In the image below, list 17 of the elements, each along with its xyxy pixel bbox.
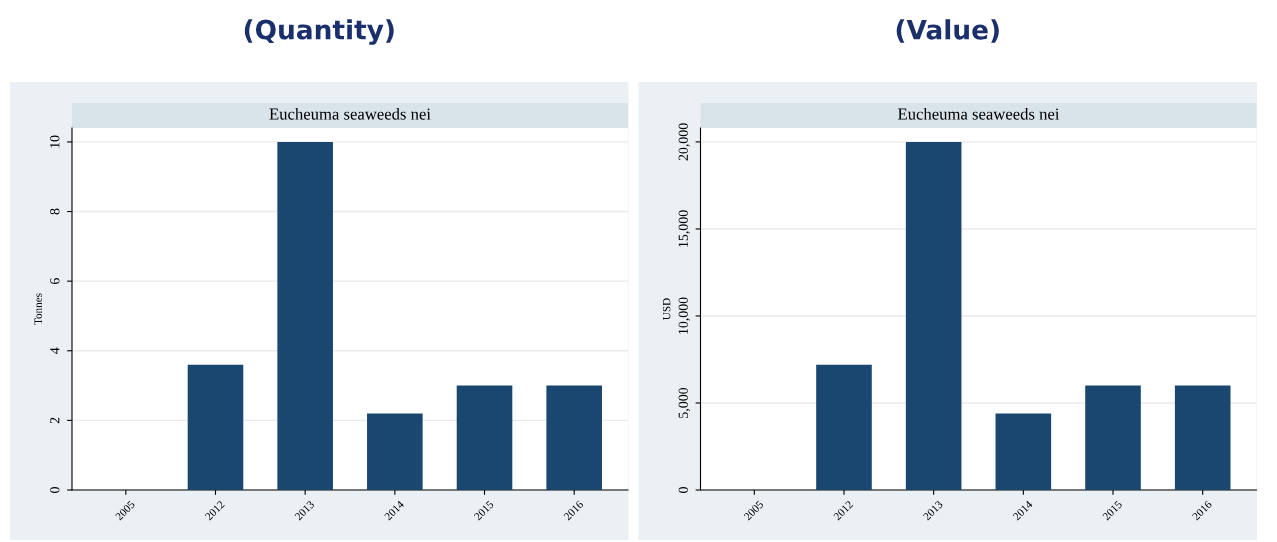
chart-subtitle: Eucheuma seaweeds nei [269, 107, 431, 120]
y-axis-title: USD [662, 298, 671, 320]
y-axis-title: Tonnes [34, 293, 42, 325]
y-tick-label: 0 [678, 487, 688, 493]
chart-subtitle: Eucheuma seaweeds nei [897, 107, 1060, 120]
chart-title: (Quantity) [244, 19, 394, 45]
y-tick-label: 8 [50, 208, 60, 215]
y-tick-label: 6 [50, 278, 60, 285]
y-tick-label: 2 [50, 417, 60, 424]
y-tick-label: 10,000 [678, 297, 690, 334]
chart-title: (Value) [896, 19, 999, 43]
y-tick-label: 0 [50, 487, 60, 493]
y-tick-label: 4 [50, 347, 60, 354]
y-tick-label: 5,000 [678, 387, 690, 418]
y-tick-label: 15,000 [678, 210, 690, 247]
y-tick-label: 20,000 [678, 123, 690, 161]
y-tick-label: 10 [50, 135, 60, 148]
